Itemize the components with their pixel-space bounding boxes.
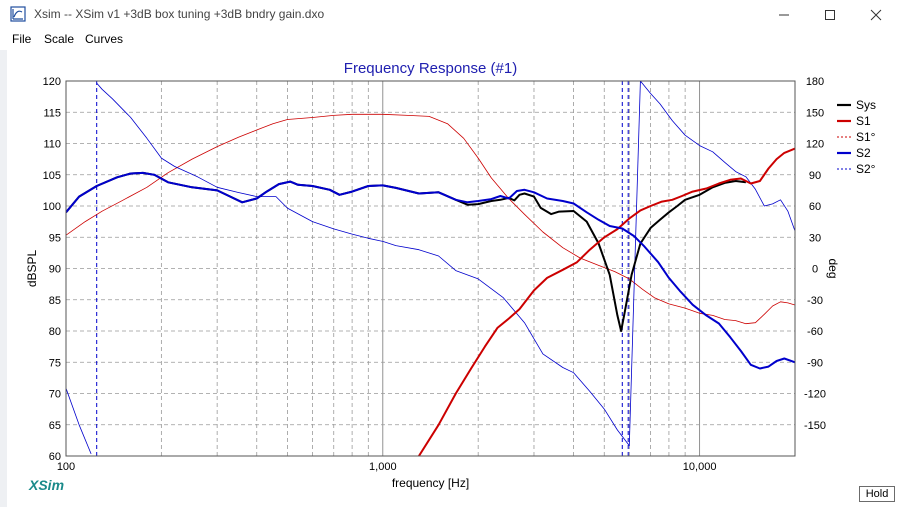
maximize-button[interactable] bbox=[807, 0, 853, 30]
app-icon bbox=[10, 6, 26, 22]
y2-tick-label: 60 bbox=[809, 201, 821, 213]
y-tick-label: 70 bbox=[49, 389, 61, 401]
x-tick-label: 100 bbox=[57, 461, 75, 473]
chart-title: Frequency Response (#1) bbox=[344, 60, 517, 77]
y-tick-label: 60 bbox=[49, 451, 61, 463]
x-tick-label: 1,000 bbox=[369, 461, 397, 473]
menu-scale[interactable]: Scale bbox=[44, 32, 75, 46]
close-button[interactable] bbox=[853, 0, 899, 30]
x-tick-label: 10,000 bbox=[683, 461, 717, 473]
series-s2-phase-line bbox=[96, 81, 795, 446]
y2-axis-label: deg bbox=[826, 258, 840, 278]
y-tick-label: 85 bbox=[49, 295, 61, 307]
y2-tick-label: -150 bbox=[804, 420, 826, 432]
y-tick-label: 75 bbox=[49, 357, 61, 369]
legend-label: S1° bbox=[856, 130, 876, 144]
y2-tick-label: 0 bbox=[812, 264, 818, 276]
maximize-icon bbox=[825, 10, 835, 20]
y2-tick-label: 180 bbox=[806, 76, 824, 88]
series-s1-line bbox=[418, 147, 795, 456]
plot-frame bbox=[65, 80, 796, 457]
y-tick-label: 100 bbox=[43, 201, 61, 213]
menu-curves[interactable]: Curves bbox=[85, 32, 124, 46]
background-window-edge bbox=[0, 50, 7, 507]
series-phase-wrap-line bbox=[66, 388, 92, 455]
hold-button[interactable]: Hold bbox=[859, 486, 895, 502]
x-axis-label: frequency [Hz] bbox=[392, 476, 469, 490]
series-s2-line bbox=[66, 171, 795, 370]
y2-tick-label: -60 bbox=[807, 326, 823, 338]
frequency-response-chart: 60 65 70 75 80 85 90 95 100 105 110 115 120 -150 -120 -… bbox=[25, 60, 876, 493]
legend-label: S1 bbox=[856, 114, 871, 128]
y-tick-label: 115 bbox=[43, 107, 61, 119]
grid-lines bbox=[66, 81, 795, 456]
y-tick-label: 95 bbox=[49, 232, 61, 244]
y2-tick-label: 120 bbox=[806, 139, 824, 151]
y-tick-label: 90 bbox=[49, 264, 61, 276]
legend-label: S2 bbox=[856, 146, 871, 160]
close-icon bbox=[870, 9, 882, 21]
y-tick-label: 110 bbox=[43, 139, 61, 151]
chart-area: 60 65 70 75 80 85 90 95 100 105 110 115 120 -150 -120 -… bbox=[7, 50, 899, 507]
xsim-logo: XSim bbox=[28, 477, 64, 493]
minimize-button[interactable] bbox=[761, 0, 807, 30]
y-tick-label: 65 bbox=[49, 420, 61, 432]
y2-tick-label: 150 bbox=[806, 107, 824, 119]
y-tick-label: 80 bbox=[49, 326, 61, 338]
y2-tick-label: 30 bbox=[809, 232, 821, 244]
title-bar: Xsim -- XSim v1 +3dB box tuning +3dB bnd… bbox=[0, 0, 899, 30]
minimize-icon bbox=[779, 14, 789, 16]
y-tick-label: 105 bbox=[43, 170, 61, 182]
menu-file[interactable]: File bbox=[12, 32, 32, 46]
y-axis-label: dBSPL bbox=[25, 249, 39, 287]
y2-tick-label: -90 bbox=[807, 357, 823, 369]
window-title: Xsim -- XSim v1 +3dB box tuning +3dB bnd… bbox=[34, 7, 325, 21]
y2-tick-label: -30 bbox=[807, 295, 823, 307]
menu-bar: File Scale Curves bbox=[0, 30, 899, 50]
y2-tick-label: -120 bbox=[804, 389, 826, 401]
y2-tick-label: 90 bbox=[809, 170, 821, 182]
legend-label: Sys bbox=[856, 98, 876, 112]
legend-label: S2° bbox=[856, 162, 876, 176]
y-tick-label: 120 bbox=[43, 76, 61, 88]
